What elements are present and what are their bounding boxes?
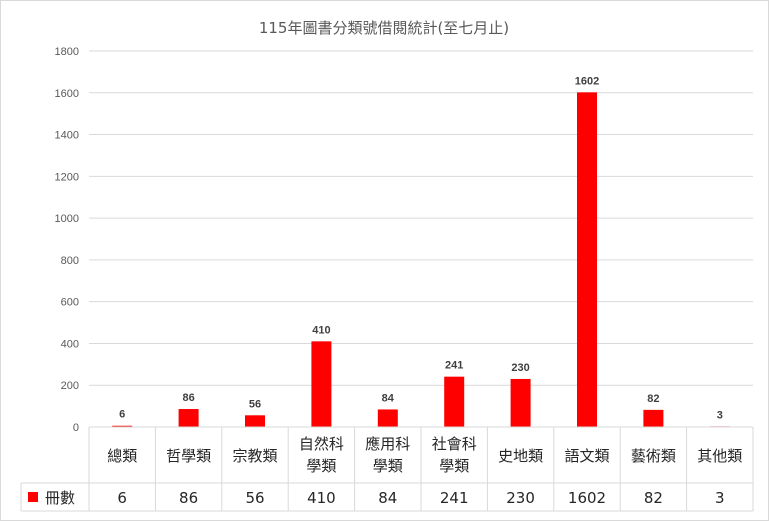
data-label: 82 xyxy=(647,393,659,405)
y-tick-label: 1400 xyxy=(55,130,79,142)
category-label: 應用科學類 xyxy=(365,435,410,475)
category-label: 史地類 xyxy=(498,447,543,465)
data-label: 241 xyxy=(445,360,463,372)
table-value: 56 xyxy=(245,489,264,507)
data-label: 84 xyxy=(382,392,395,404)
data-label: 3 xyxy=(717,409,723,421)
table-value: 230 xyxy=(506,489,535,507)
table-value: 410 xyxy=(307,489,336,507)
category-label: 其他類 xyxy=(697,447,742,465)
table-value: 86 xyxy=(179,489,198,507)
y-tick-label: 1000 xyxy=(55,213,79,225)
y-tick-label: 400 xyxy=(61,338,79,350)
category-label: 宗教類 xyxy=(232,447,277,465)
table-value: 1602 xyxy=(568,489,606,507)
legend-series-name: 冊數 xyxy=(45,489,75,507)
bar xyxy=(311,341,332,427)
table-value: 6 xyxy=(117,489,127,507)
table-value: 241 xyxy=(440,489,469,507)
category-label: 自然科學類 xyxy=(299,435,344,475)
y-tick-label: 800 xyxy=(61,255,79,267)
legend-key xyxy=(28,492,38,502)
y-tick-label: 1600 xyxy=(55,88,79,100)
bar xyxy=(643,409,664,427)
data-label: 230 xyxy=(511,362,529,374)
data-labels: 6 86 56 410 84 241 230 1602 82 3 xyxy=(119,75,723,421)
bar xyxy=(444,376,465,427)
table-value: 82 xyxy=(644,489,663,507)
chart-title: 115年圖書分類號借閱統計(至七月止) xyxy=(259,19,509,37)
gridlines xyxy=(89,50,753,386)
data-label: 56 xyxy=(249,398,261,410)
bar xyxy=(377,409,398,427)
category-label: 總類 xyxy=(107,447,137,465)
y-tick-label: 0 xyxy=(73,422,79,434)
bar xyxy=(577,92,597,428)
bar xyxy=(112,425,133,427)
table-value: 3 xyxy=(715,489,725,507)
data-label: 6 xyxy=(119,409,125,421)
bar xyxy=(510,378,531,427)
data-label: 410 xyxy=(312,324,330,336)
category-label: 社會科學類 xyxy=(432,435,477,475)
y-tick-label: 600 xyxy=(61,297,79,309)
table-value: 84 xyxy=(378,489,397,507)
category-label: 藝術類 xyxy=(631,447,676,465)
y-tick-label: 200 xyxy=(61,380,79,392)
data-label: 1602 xyxy=(575,75,599,87)
bars xyxy=(112,92,730,428)
bar xyxy=(245,415,265,427)
y-tick-label: 1200 xyxy=(55,171,79,183)
category-label: 語文類 xyxy=(564,447,609,465)
category-label: 哲學類 xyxy=(166,447,211,465)
data-label: 86 xyxy=(182,392,194,404)
y-axis-ticks: 0 200 400 600 800 1000 1200 1400 1600 1800 xyxy=(55,46,79,434)
bar xyxy=(178,409,199,427)
y-tick-label: 1800 xyxy=(55,46,79,58)
